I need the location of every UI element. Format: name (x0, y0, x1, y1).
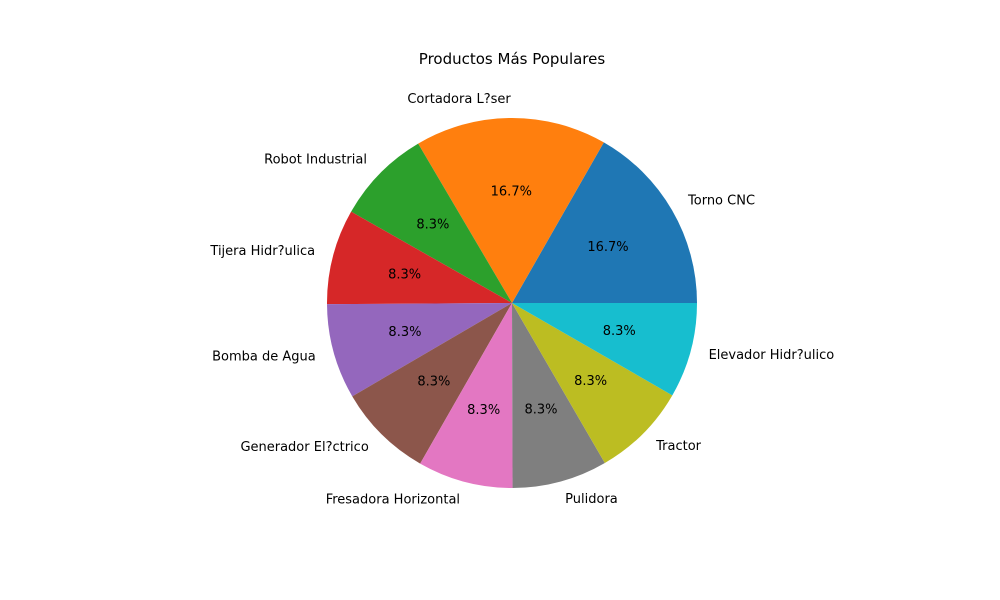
slice-percent-0: 16.7% (587, 240, 628, 255)
chart-title: Productos Más Populares (419, 50, 606, 68)
pie-slice-0 (512, 142, 697, 303)
slice-percent-4: 8.3% (388, 325, 421, 340)
pie-slices (327, 118, 697, 488)
slice-percent-2: 8.3% (416, 218, 449, 233)
slice-percent-5: 8.3% (417, 374, 450, 389)
pie-slice-3 (327, 211, 512, 305)
pie-slice-7 (512, 303, 605, 488)
slice-label-5: Generador El?ctrico (240, 440, 368, 455)
pie-labels: Torno CNC 16.7% Cortadora L?ser 16.7% Robot … (209, 92, 834, 507)
slice-label-1: Cortadora L?ser (407, 92, 511, 107)
pie-slice-4 (327, 303, 512, 397)
slice-label-9: Elevador Hidr?ulico (709, 348, 835, 363)
slice-label-7: Pulidora (565, 492, 618, 507)
pie-slice-2 (351, 143, 512, 303)
pie-slice-9 (512, 303, 697, 396)
pie-slice-6 (420, 303, 513, 488)
slice-label-2: Robot Industrial (264, 153, 367, 168)
slice-label-8: Tractor (655, 439, 702, 454)
slice-percent-6: 8.3% (467, 403, 500, 418)
pie-slice-1 (418, 118, 604, 304)
slice-percent-1: 16.7% (491, 185, 532, 200)
slice-label-6: Fresadora Horizontal (326, 492, 460, 507)
slice-label-3: Tijera Hidr?ulica (209, 244, 315, 259)
slice-label-4: Bomba de Agua (212, 349, 316, 364)
pie-slice-5 (352, 303, 512, 464)
pie-slice-8 (512, 303, 673, 464)
slice-percent-7: 8.3% (524, 403, 557, 418)
slice-percent-9: 8.3% (603, 324, 636, 339)
slice-percent-3: 8.3% (388, 268, 421, 283)
slice-label-0: Torno CNC (687, 193, 755, 208)
slice-percent-8: 8.3% (574, 374, 607, 389)
